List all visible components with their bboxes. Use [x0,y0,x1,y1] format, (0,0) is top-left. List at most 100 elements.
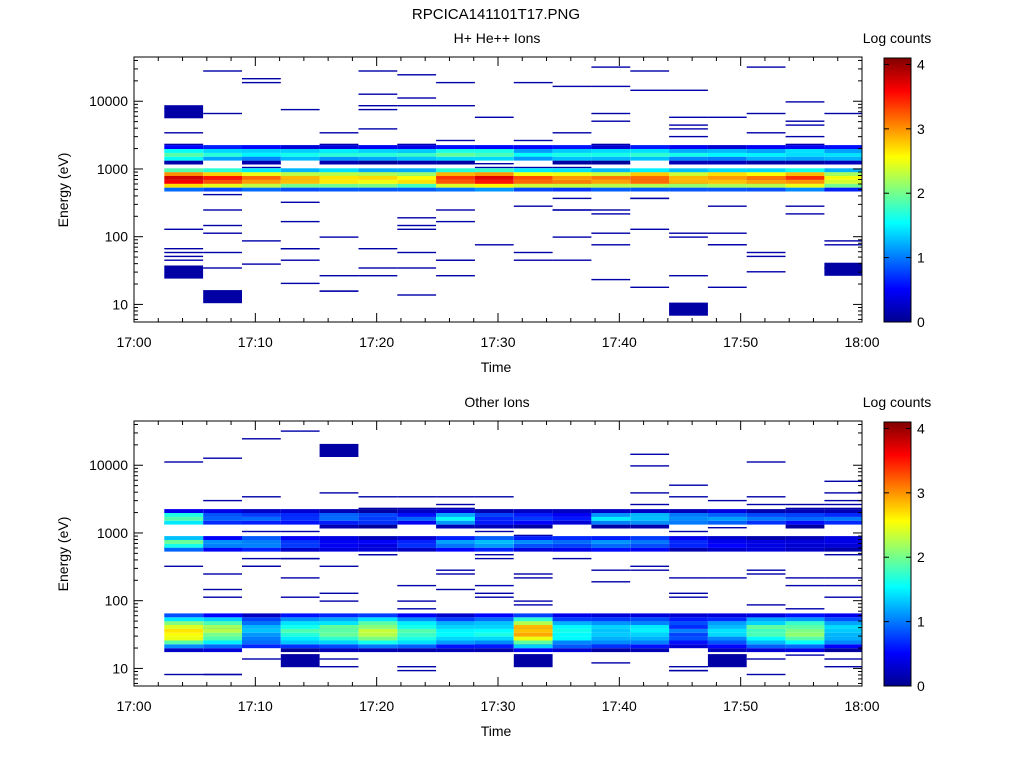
count-line [436,259,475,261]
core-band-cell [669,172,708,176]
count-line [474,244,514,246]
count-line [319,143,359,146]
upper-band-cell [280,145,320,149]
colorbar [883,421,912,687]
count-line [203,251,242,254]
colorbar-tick-label: 4 [917,56,925,72]
low-band-cell [746,640,786,645]
low-band-cell [513,632,553,637]
count-line [280,596,320,598]
count-line [436,139,475,142]
low-band-cell [824,628,862,633]
low-band-cell [630,632,670,637]
low-band-cell [164,621,204,625]
x-tick-label: 17:20 [359,698,394,714]
count-line [513,259,553,261]
core-band-cell [319,187,359,192]
count-line [164,461,204,463]
core-band-cell [242,183,281,188]
core-band-cell [242,187,281,192]
low-band-cell [707,648,747,653]
low-band-cell [707,613,747,618]
low-band-cell [397,632,437,637]
low-band-cell [203,628,242,633]
count-line [824,492,862,494]
core-band-cell [824,172,862,176]
low-band-cell [630,648,670,653]
count-line [358,496,398,498]
count-line [474,166,514,169]
upper-band-cell [824,160,862,165]
upper-band-cell [552,156,592,161]
mid-band-cell [280,536,320,540]
mid-band-cell [785,540,825,544]
upper-band-cell [552,513,592,517]
upper-band-cell [785,509,825,513]
low-band-cell [824,621,862,625]
mid-band-cell [358,540,398,544]
core-band-cell [280,168,320,173]
upper-band-cell [280,149,320,153]
count-line [203,112,242,115]
count-line [436,105,475,107]
low-band-cell [785,632,825,637]
upper-band-cell [630,156,670,161]
x-tick-label: 17:10 [238,334,273,350]
colorbar-tick-label: 3 [917,121,925,137]
low-band-cell [707,632,747,637]
upper-band-cell [358,516,398,521]
mid-band-cell [669,536,708,540]
low-band-cell [242,621,281,625]
low-band-cell [203,613,242,618]
core-band-cell [513,176,553,180]
count-line [669,275,708,277]
colorbar-label: Log counts [863,30,932,46]
count-line [824,503,862,506]
core-band-cell [319,168,359,173]
upper-band-cell [203,152,242,157]
count-line [164,228,204,230]
low-band-cell [513,613,553,618]
upper-band-cell [707,509,747,513]
count-line [746,673,786,676]
count-line [669,236,708,238]
count-line [669,577,708,579]
mid-band-cell [552,547,592,552]
x-tick-label: 17:40 [602,334,637,350]
sparse-count-cell [669,302,708,316]
count-line [824,480,862,482]
count-line [669,232,708,234]
count-line [824,554,862,556]
upper-band-cell [280,520,320,525]
colorbar-tick-label: 2 [917,549,925,565]
upper-band-cell [242,152,281,157]
count-line [630,453,670,455]
core-band-cell [203,187,242,192]
count-line [358,275,398,277]
count-line [552,236,592,238]
core-band-cell [358,179,398,184]
upper-band-cell [630,520,670,525]
count-line [397,105,437,107]
core-band-cell [513,168,553,173]
mid-band-cell [824,547,862,552]
upper-band-cell [669,149,708,153]
count-line [280,557,320,560]
core-band-cell [397,179,437,184]
mid-band-cell [280,543,320,548]
upper-band-cell [474,149,514,153]
mid-band-cell [203,540,242,544]
count-line [552,557,592,560]
count-line [630,565,670,567]
upper-band-cell [513,149,553,153]
x-tick-label: 17:50 [723,698,758,714]
axis-ticks: 10 100 1000 10000 17:00 17:10 17:20 17:30 17:40 1… [89,57,880,350]
low-band-cell [513,648,553,653]
count-line [707,244,747,246]
low-band-cell [319,644,359,649]
count-line [591,120,631,122]
core-band-cell [474,168,514,173]
upper-band-cell [436,520,475,525]
mid-band-cell [746,540,786,544]
count-line [164,132,204,134]
